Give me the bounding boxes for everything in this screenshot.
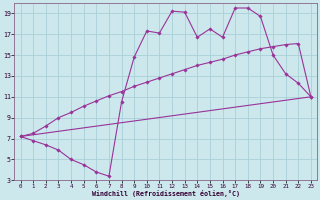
X-axis label: Windchill (Refroidissement éolien,°C): Windchill (Refroidissement éolien,°C): [92, 190, 240, 197]
